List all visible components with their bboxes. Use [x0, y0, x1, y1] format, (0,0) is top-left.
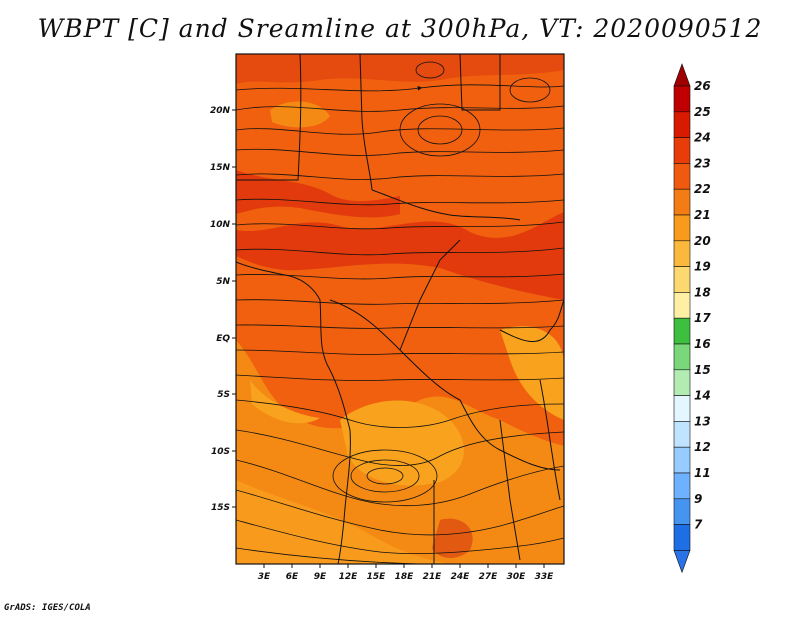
lat-label: 10S	[211, 447, 230, 457]
colorbar-swatch	[673, 292, 691, 319]
warm-top	[236, 54, 564, 84]
lon-label: 33E	[535, 572, 555, 582]
colorbar-swatch	[673, 163, 691, 190]
warm-band-north	[236, 170, 400, 218]
lon-label: 15E	[367, 572, 387, 582]
pale-patch-east	[500, 326, 564, 420]
colorbar-label: 16	[694, 337, 711, 351]
country-boundaries	[236, 54, 564, 564]
chart-title: WBPT [C] and Sreamline at 300hPa, VT: 20…	[37, 14, 763, 43]
colorbar-swatch	[673, 498, 691, 525]
colorbar-label: 12	[694, 440, 711, 454]
colorbar: 26 25 24 23 22 21 20 19 18 17 16 15 14 13 12 11 9 7	[673, 63, 711, 574]
lat-label: EQ	[216, 334, 230, 344]
lon-label: 21E	[423, 572, 443, 582]
colorbar-label: 15	[694, 363, 711, 377]
colorbar-swatch	[673, 343, 691, 371]
streamlines	[236, 61, 564, 564]
colorbar-swatch	[673, 85, 691, 113]
map-field	[236, 54, 564, 564]
colorbar-label: 9	[694, 492, 702, 506]
warm-patch-south	[432, 518, 473, 558]
warm-band	[236, 212, 564, 300]
colorbar-swatch	[673, 266, 691, 293]
map-frame	[235, 53, 565, 565]
colorbar-top-arrow	[673, 63, 691, 87]
colorbar-swatch	[673, 446, 691, 474]
colorbar-swatch	[673, 214, 691, 242]
lat-label: 5S	[217, 390, 230, 400]
colorbar-label: 18	[694, 285, 711, 299]
colorbar-label: 23	[694, 156, 711, 170]
colorbar-label: 7	[694, 518, 703, 532]
colorbar-label: 13	[694, 414, 711, 428]
lat-label: 15N	[210, 163, 231, 173]
colorbar-swatch	[673, 395, 691, 422]
colorbar-label: 20	[694, 234, 711, 248]
lon-label: 12E	[339, 572, 359, 582]
colorbar-swatch	[673, 137, 691, 164]
lat-axis: 20N 15N 10N 5N EQ 5S 10S 15S	[210, 106, 236, 513]
colorbar-label: 17	[694, 311, 711, 325]
colorbar-swatch	[673, 188, 691, 216]
colorbar-label: 11	[694, 466, 711, 480]
colorbar-label: 19	[694, 260, 711, 274]
lon-axis: 3E 6E 9E 12E 15E 18E 21E 24E 27E 30E 33E	[258, 564, 554, 582]
colorbar-label: 14	[694, 389, 711, 403]
colorbar-label: 26	[694, 79, 711, 93]
colorbar-swatch	[673, 472, 691, 500]
colorbar-label: 25	[694, 105, 711, 119]
lon-label: 3E	[258, 572, 271, 582]
colorbar-swatch	[673, 369, 691, 396]
cool-patch-north	[270, 101, 330, 128]
lon-label: 27E	[479, 572, 499, 582]
lat-label: 5N	[216, 277, 230, 287]
colorbar-swatch	[673, 421, 691, 448]
lon-label: 6E	[286, 572, 299, 582]
colorbar-label: 21	[694, 208, 711, 222]
lon-label: 9E	[314, 572, 327, 582]
colorbar-bottom-arrow	[673, 550, 691, 574]
pale-patch-angola	[340, 400, 464, 486]
pale-patch-west	[250, 380, 320, 424]
colorbar-label: 24	[694, 131, 711, 145]
pale-patch-southwest	[236, 480, 450, 564]
colorbar-swatch	[673, 111, 691, 138]
colorbar-swatch	[673, 524, 691, 551]
colorbar-label: 22	[694, 182, 711, 196]
grads-credit: GrADS: IGES/COLA	[4, 603, 91, 613]
lat-label: 20N	[210, 106, 231, 116]
lon-label: 30E	[507, 572, 527, 582]
lat-label: 10N	[210, 220, 231, 230]
colorbar-swatch	[673, 240, 691, 267]
lon-label: 18E	[395, 572, 415, 582]
lon-label: 24E	[451, 572, 471, 582]
lat-label: 15S	[211, 503, 230, 513]
colorbar-swatch	[673, 317, 691, 345]
